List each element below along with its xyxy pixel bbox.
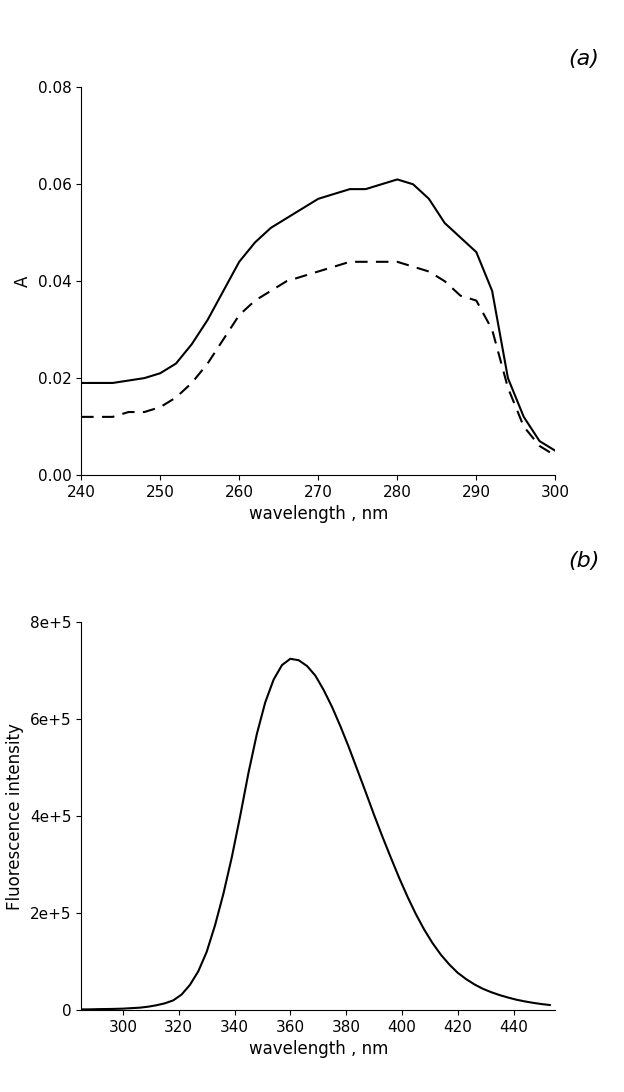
X-axis label: wavelength , nm: wavelength , nm: [248, 506, 388, 523]
Y-axis label: Fluorescence intensity: Fluorescence intensity: [6, 723, 24, 910]
Y-axis label: A: A: [14, 275, 32, 287]
Text: (a): (a): [568, 49, 598, 69]
Text: (b): (b): [568, 551, 599, 571]
X-axis label: wavelength , nm: wavelength , nm: [248, 1041, 388, 1058]
